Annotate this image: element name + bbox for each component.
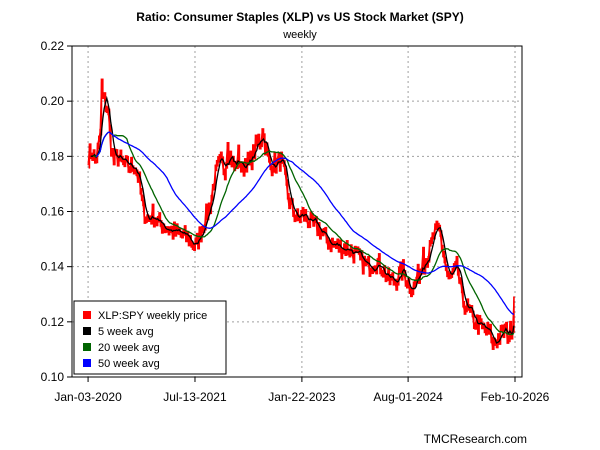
- legend-swatch-50wk: [83, 359, 91, 367]
- plot-frame: [71, 45, 523, 378]
- y-tick-label: 0.16: [41, 205, 65, 219]
- series-group: [87, 78, 515, 350]
- series-50wk-avg: [95, 131, 515, 316]
- legend-label-5wk: 5 week avg: [98, 326, 154, 338]
- series-price-line: [87, 81, 515, 347]
- legend-box: [73, 300, 227, 375]
- y-axis: 0.10 0.12 0.14 0.16 0.18 0.20 0.22: [41, 39, 72, 384]
- y-tick-label: 0.12: [41, 315, 65, 329]
- x-axis: Jan-03-2020 Jul-13-2021 Jan-22-2023 Aug-01-…: [54, 377, 550, 404]
- legend-label-50wk: 50 week avg: [98, 358, 160, 370]
- x-tick-label: Jan-22-2023: [268, 390, 336, 404]
- x-tick-label: Feb-10-2026: [481, 390, 550, 404]
- y-tick-label: 0.20: [41, 94, 65, 108]
- legend: XLP:SPY weekly price 5 week avg 20 week …: [73, 300, 227, 375]
- legend-swatch-20wk: [83, 343, 91, 351]
- chart-subtitle: weekly: [282, 29, 317, 41]
- y-tick-label: 0.22: [41, 39, 65, 53]
- legend-label-20wk: 20 week avg: [98, 342, 160, 354]
- y-tick-label: 0.18: [41, 149, 65, 163]
- legend-swatch-5wk: [83, 327, 91, 335]
- chart-title: Ratio: Consumer Staples (XLP) vs US Stoc…: [136, 10, 463, 24]
- series-20wk-avg: [93, 131, 515, 336]
- x-tick-label: Aug-01-2024: [373, 390, 443, 404]
- x-tick-label: Jul-13-2021: [163, 390, 227, 404]
- legend-label-price: XLP:SPY weekly price: [98, 310, 207, 322]
- legend-swatch-price: [83, 311, 91, 319]
- series-5wk-avg: [90, 95, 515, 344]
- y-tick-label: 0.10: [41, 370, 65, 384]
- x-tick-label: Jan-03-2020: [54, 390, 122, 404]
- y-tick-label: 0.14: [41, 260, 65, 274]
- credit-text: TMCResearch.com: [424, 432, 527, 446]
